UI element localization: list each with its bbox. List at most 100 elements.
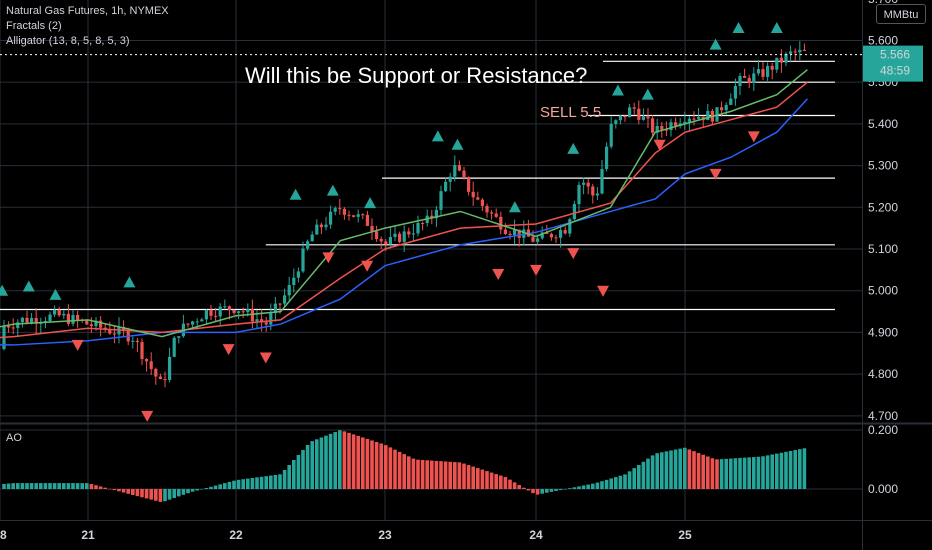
- ao-bar: [476, 468, 480, 489]
- candle-body: [85, 320, 89, 325]
- fractal-up-marker: [326, 184, 339, 196]
- ao-bar: [315, 439, 319, 489]
- fractal-up-marker: [451, 138, 464, 150]
- candle-body: [145, 358, 149, 362]
- candle-body: [53, 310, 57, 315]
- ao-bar: [508, 479, 512, 489]
- candle-body: [7, 325, 11, 328]
- candle-body: [209, 310, 213, 316]
- ao-bar: [443, 461, 448, 489]
- ao-bar: [407, 456, 411, 489]
- unit-button[interactable]: MMBtu: [876, 4, 926, 24]
- ao-bar: [98, 486, 103, 489]
- ao-bar: [117, 489, 121, 492]
- candle-body: [674, 122, 678, 126]
- ao-bar: [462, 463, 466, 489]
- ao-bar: [103, 487, 107, 489]
- candle-body: [283, 295, 287, 304]
- fractal-up-marker: [567, 142, 580, 154]
- candle-body: [595, 193, 599, 196]
- fractal-up-marker: [22, 280, 35, 292]
- candle-body: [756, 69, 760, 74]
- ao-bar: [439, 461, 443, 489]
- candle-body: [315, 224, 319, 235]
- ao-bar: [540, 489, 544, 494]
- ao-bar: [563, 489, 567, 490]
- ao-bar: [374, 441, 379, 489]
- ao-bar: [466, 465, 471, 489]
- price-badge-value: 5.566: [880, 48, 910, 62]
- ao-bar: [627, 471, 632, 489]
- ao-bar: [25, 483, 29, 489]
- fractal-up-marker: [431, 130, 444, 142]
- ao-bar: [2, 483, 6, 489]
- candle-body: [416, 222, 420, 234]
- ao-bar: [158, 489, 163, 502]
- ao-bar: [177, 489, 181, 497]
- candle-body: [384, 241, 388, 245]
- candle-body: [798, 49, 802, 53]
- candle-body: [467, 177, 471, 192]
- ao-bar: [719, 459, 724, 489]
- ao-bar: [393, 449, 397, 489]
- candle-body: [513, 229, 517, 236]
- candle-body: [333, 208, 337, 212]
- candle-body: [112, 333, 116, 335]
- candle-body: [388, 237, 392, 245]
- y-tick-label: 5.300: [868, 159, 898, 173]
- ao-bar: [16, 483, 20, 489]
- ao-bar: [186, 489, 190, 494]
- ao-bar: [11, 483, 15, 489]
- ao-bar: [535, 489, 540, 495]
- alligator-lips-line: [0, 69, 808, 338]
- candle-body: [623, 115, 627, 118]
- ao-bar: [416, 459, 420, 489]
- alligator-teeth-line: [0, 81, 808, 339]
- price-badge: [863, 45, 923, 82]
- ao-bar: [149, 489, 153, 500]
- ao-bar: [637, 464, 641, 489]
- ao-bar: [388, 447, 393, 489]
- fractal-down-marker: [259, 352, 272, 364]
- candle-body: [342, 208, 346, 215]
- ao-bar: [457, 462, 462, 489]
- x-tick-label: 24: [529, 528, 543, 542]
- candle-body: [407, 231, 411, 235]
- ao-bar: [89, 484, 94, 489]
- candle-body: [356, 214, 360, 217]
- ao-bar: [706, 456, 710, 489]
- ao-bar: [370, 440, 374, 489]
- ao-bar: [29, 483, 34, 489]
- ao-bar: [775, 453, 779, 489]
- ao-bar: [581, 485, 586, 489]
- candle-body: [480, 199, 484, 206]
- ao-bar: [66, 483, 71, 489]
- ao-bar: [227, 481, 232, 489]
- candle-body: [568, 219, 572, 234]
- ao-bar: [94, 485, 98, 489]
- candle-body: [582, 182, 586, 185]
- ao-bar: [292, 459, 296, 489]
- ao-bar: [618, 475, 623, 489]
- fractal-down-marker: [322, 252, 335, 264]
- ao-bar: [572, 487, 577, 489]
- candle-body: [177, 336, 181, 338]
- ao-bar: [246, 478, 250, 489]
- ao-bar: [586, 484, 590, 489]
- candle-body: [140, 342, 144, 359]
- candle-body: [462, 170, 466, 178]
- fractal-down-marker: [222, 344, 235, 356]
- candle-body: [402, 231, 406, 242]
- ao-bar: [121, 489, 126, 493]
- candle-body: [278, 303, 282, 305]
- ao-bar: [250, 477, 255, 489]
- candle-body: [227, 306, 231, 311]
- candle-body: [508, 233, 512, 236]
- candle-body: [632, 107, 636, 109]
- candle-body: [34, 318, 38, 324]
- candle-body: [549, 233, 553, 238]
- y-tick-label: 5.000: [868, 284, 898, 298]
- ao-bar: [765, 455, 770, 489]
- candle-body: [683, 121, 687, 124]
